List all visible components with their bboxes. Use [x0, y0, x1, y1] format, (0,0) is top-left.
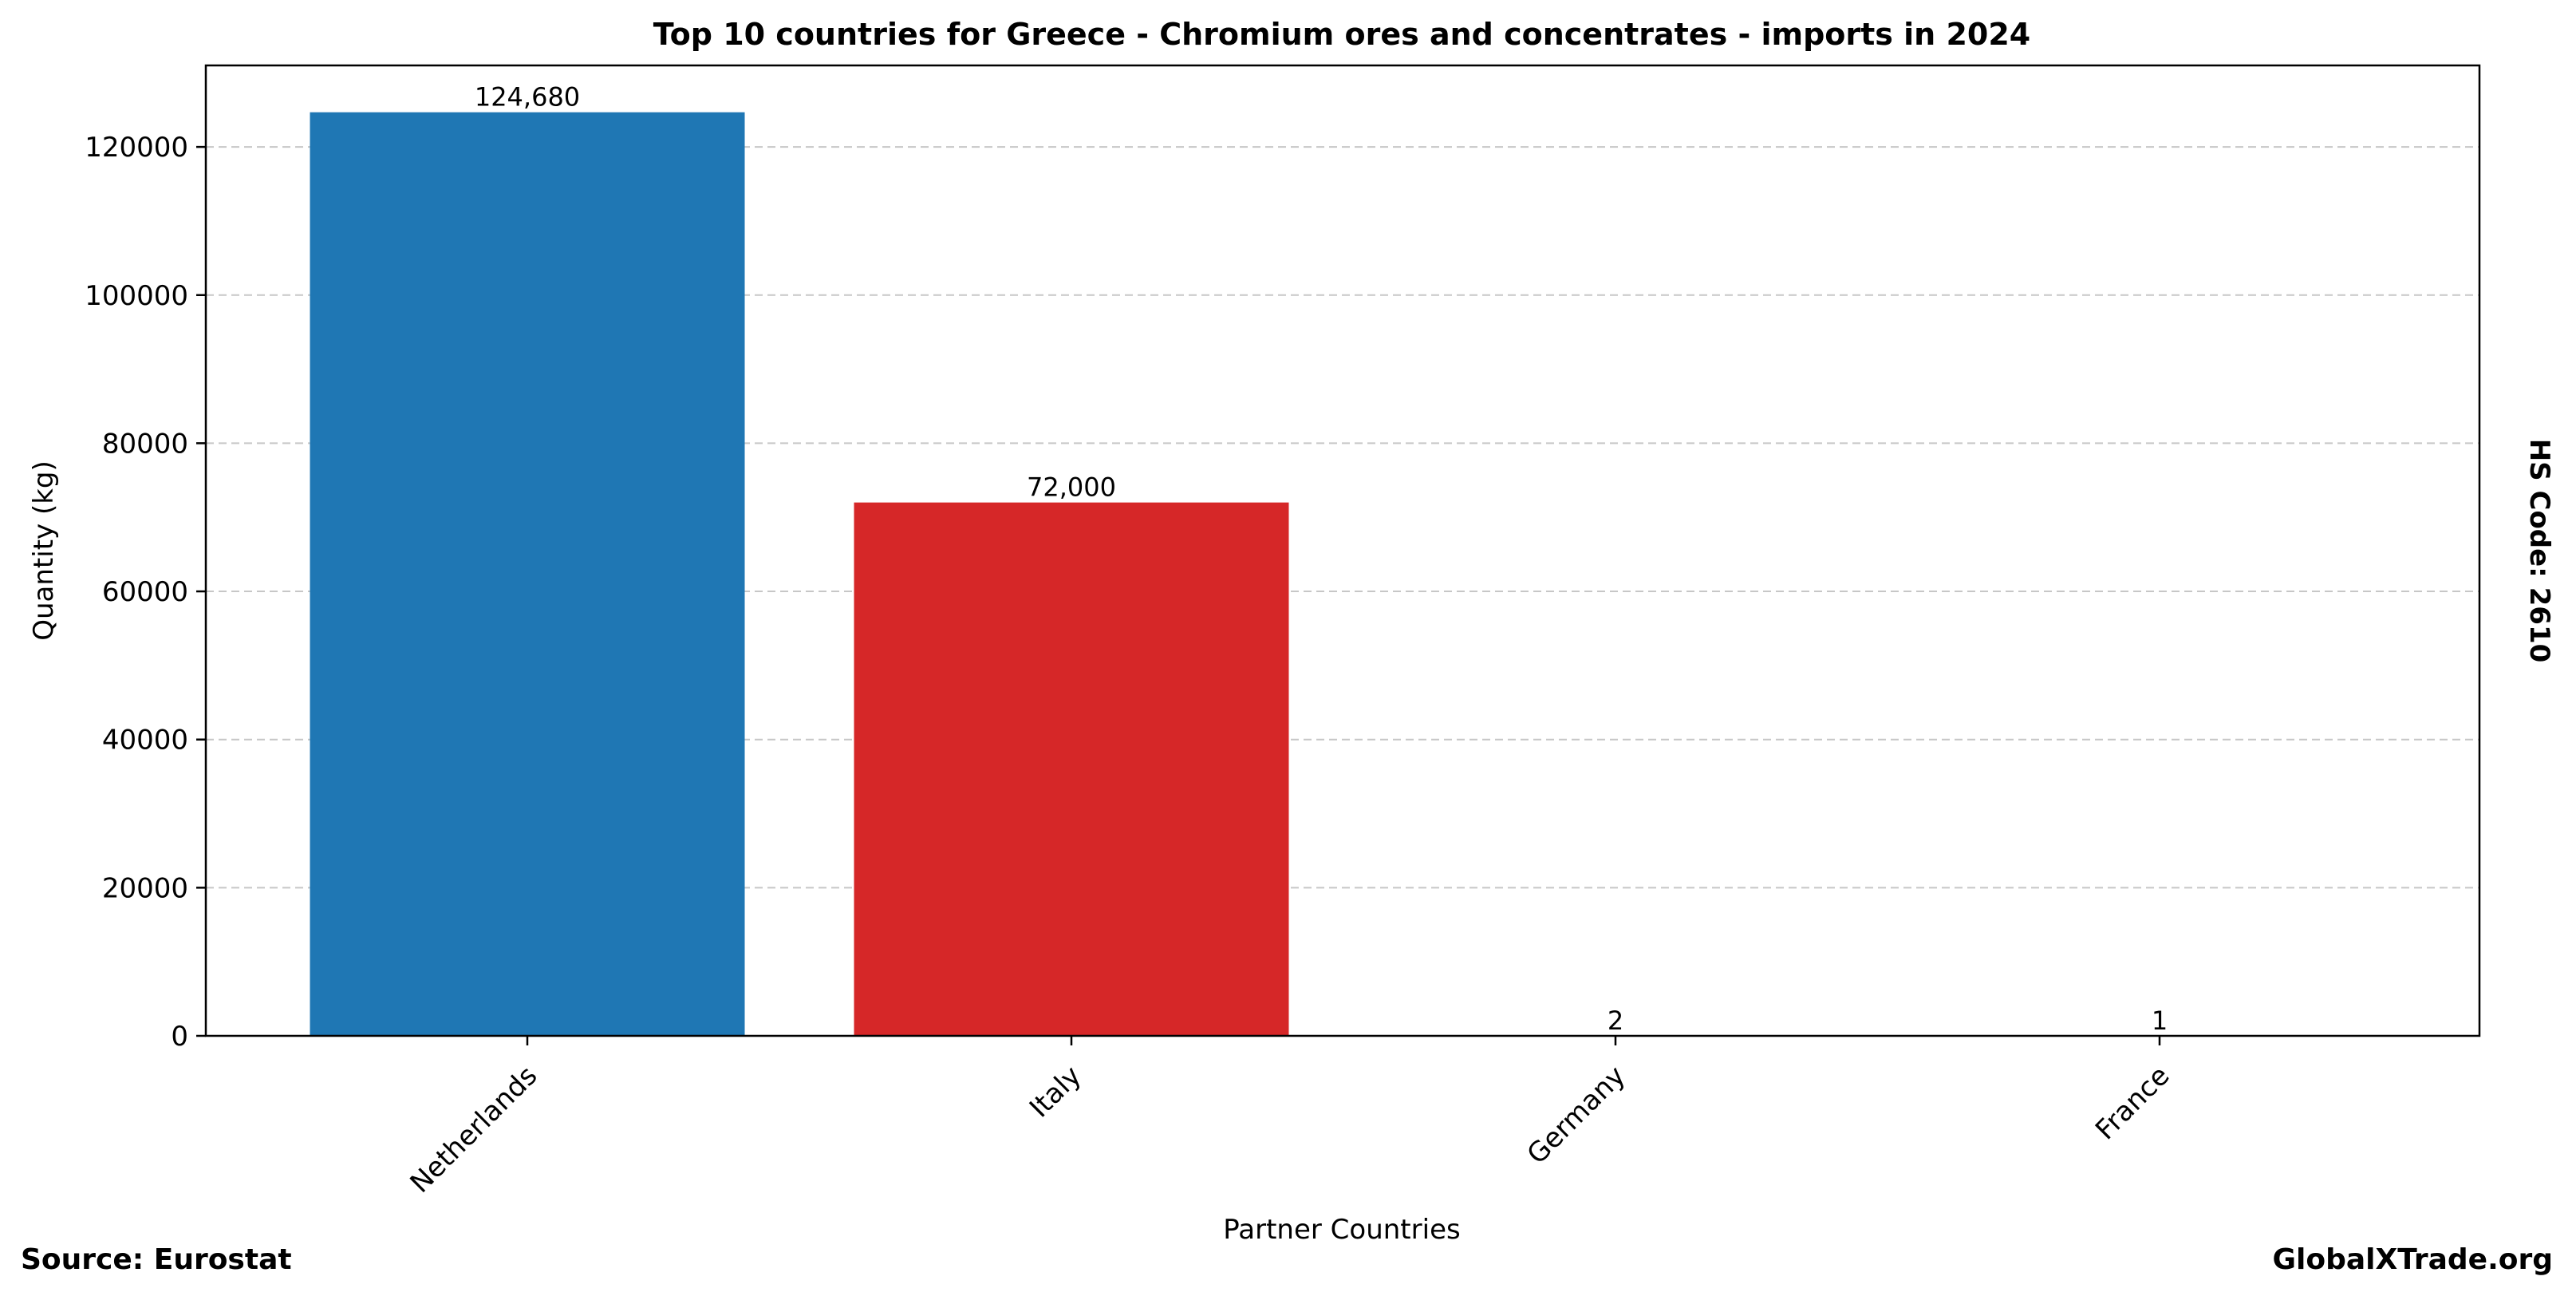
gridlines: [206, 146, 2479, 889]
bar-netherlands: [310, 112, 745, 1036]
value-label-france: 1: [2152, 1006, 2168, 1036]
bar-italy: [854, 502, 1289, 1036]
y-tick-label: 60000: [102, 576, 188, 608]
value-label-germany: 2: [1608, 1006, 1623, 1036]
y-tick-label: 80000: [102, 428, 188, 460]
y-tick-label: 100000: [85, 280, 188, 312]
y-tick-label: 40000: [102, 725, 188, 757]
x-tick-label-france: France: [2089, 1060, 2176, 1146]
source-label: Source: Eurostat: [21, 1243, 292, 1276]
y-tick-label: 0: [171, 1021, 188, 1053]
chart-title: Top 10 countries for Greece - Chromium o…: [653, 17, 2030, 52]
value-label-netherlands: 124,680: [475, 82, 580, 113]
x-tick-label-italy: Italy: [1024, 1060, 1087, 1124]
plot-frame: [204, 64, 2481, 1037]
x-axis-label: Partner Countries: [1223, 1214, 1460, 1246]
y-axis: 0 20000 40000 60000 80000 100000 120000: [85, 132, 206, 1053]
hs-code-label: HS Code: 2610: [2523, 439, 2555, 663]
x-axis: Netherlands Italy Germany France: [404, 1036, 2176, 1199]
bars: [310, 112, 2377, 1036]
y-tick-label: 120000: [85, 132, 188, 164]
value-label-italy: 72,000: [1027, 472, 1116, 503]
brand-label: GlobalXTrade.org: [2272, 1243, 2553, 1276]
x-tick-label-netherlands: Netherlands: [404, 1060, 544, 1199]
y-axis-label: Quantity (kg): [28, 460, 60, 641]
x-tick-label-germany: Germany: [1521, 1060, 1632, 1171]
value-labels: 124,680 72,000 2 1: [475, 82, 2168, 1036]
y-tick-label: 20000: [102, 872, 188, 904]
